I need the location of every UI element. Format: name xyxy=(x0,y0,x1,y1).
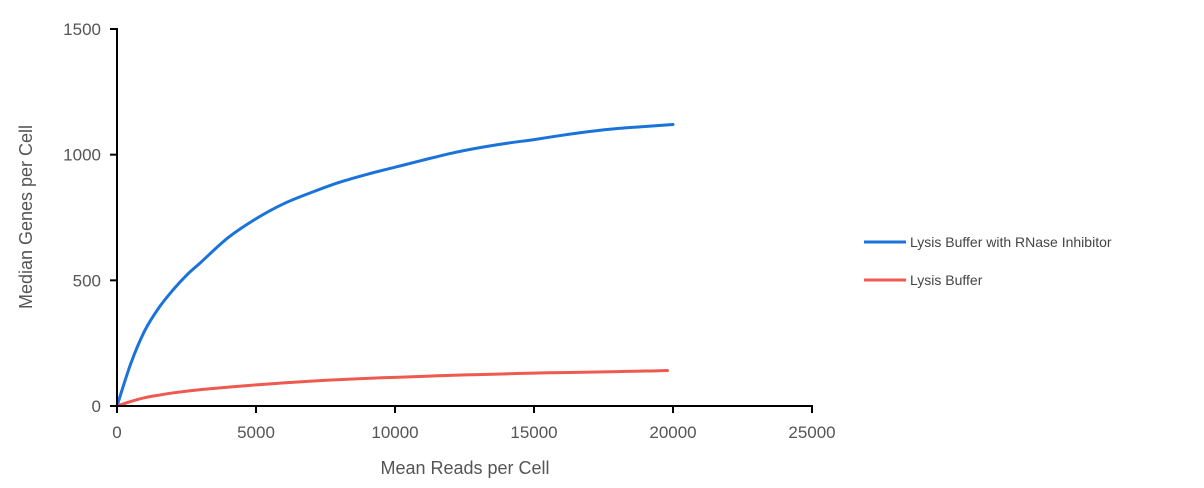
x-tick-label: 25000 xyxy=(788,423,835,442)
x-axis-ticks: 0 5000 10000 15000 20000 25000 xyxy=(112,406,836,442)
y-tick-label: 1500 xyxy=(63,20,101,39)
x-tick-label: 10000 xyxy=(371,423,418,442)
series-line-0 xyxy=(115,123,675,408)
legend-label: Lysis Buffer with RNase Inhibitor xyxy=(910,234,1112,250)
y-axis-title: Median Genes per Cell xyxy=(16,125,36,309)
y-tick-label: 1000 xyxy=(63,146,101,165)
legend: Lysis Buffer with RNase Inhibitor Lysis B… xyxy=(864,234,1112,288)
plot-lines xyxy=(115,123,675,408)
legend-label: Lysis Buffer xyxy=(910,272,983,288)
x-tick-label: 5000 xyxy=(237,423,275,442)
y-tick-label: 0 xyxy=(92,397,101,416)
axes xyxy=(116,28,813,407)
series-line-1 xyxy=(115,369,669,408)
x-tick-label: 20000 xyxy=(649,423,696,442)
y-tick-label: 500 xyxy=(73,271,101,290)
x-tick-label: 15000 xyxy=(510,423,557,442)
x-axis-title: Mean Reads per Cell xyxy=(380,458,549,478)
y-axis-ticks: 0 500 1000 1500 xyxy=(63,20,117,416)
x-tick-label: 0 xyxy=(112,423,121,442)
